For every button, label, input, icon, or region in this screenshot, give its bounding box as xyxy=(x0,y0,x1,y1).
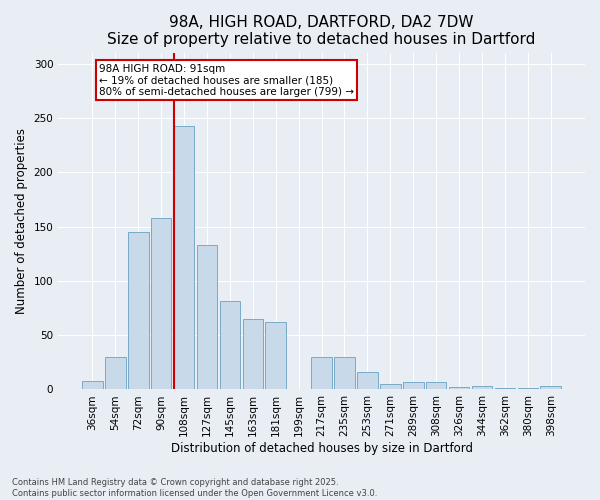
Bar xyxy=(82,381,103,390)
Text: Contains HM Land Registry data © Crown copyright and database right 2025.
Contai: Contains HM Land Registry data © Crown c… xyxy=(12,478,377,498)
Bar xyxy=(174,126,194,390)
Bar xyxy=(357,372,378,390)
Bar xyxy=(128,232,149,390)
Bar xyxy=(105,357,125,390)
Bar xyxy=(334,357,355,390)
Bar xyxy=(265,322,286,390)
Bar xyxy=(197,245,217,390)
Title: 98A, HIGH ROAD, DARTFORD, DA2 7DW
Size of property relative to detached houses i: 98A, HIGH ROAD, DARTFORD, DA2 7DW Size o… xyxy=(107,15,536,48)
Bar xyxy=(494,388,515,390)
Bar xyxy=(541,386,561,390)
Bar xyxy=(151,218,172,390)
Bar xyxy=(449,388,469,390)
Bar xyxy=(242,319,263,390)
Bar xyxy=(426,382,446,390)
Bar xyxy=(311,357,332,390)
Y-axis label: Number of detached properties: Number of detached properties xyxy=(15,128,28,314)
Bar xyxy=(220,302,240,390)
Bar xyxy=(518,388,538,390)
Bar xyxy=(403,382,424,390)
Text: 98A HIGH ROAD: 91sqm
← 19% of detached houses are smaller (185)
80% of semi-deta: 98A HIGH ROAD: 91sqm ← 19% of detached h… xyxy=(100,64,355,97)
X-axis label: Distribution of detached houses by size in Dartford: Distribution of detached houses by size … xyxy=(170,442,473,455)
Bar xyxy=(380,384,401,390)
Bar xyxy=(472,386,493,390)
